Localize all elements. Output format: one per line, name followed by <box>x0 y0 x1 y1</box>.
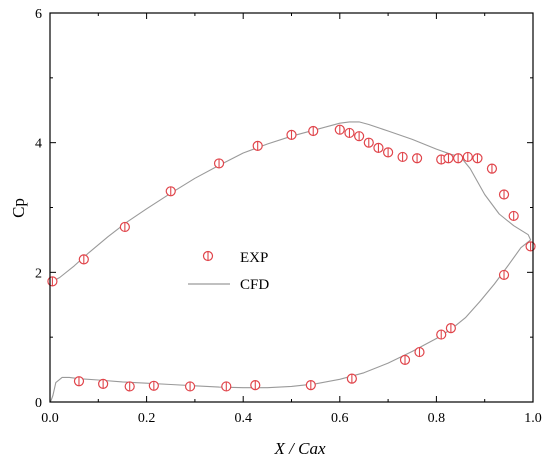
cfd-series-line <box>49 121 532 403</box>
exp-data-point <box>486 163 498 174</box>
exp-data-point <box>73 376 85 387</box>
exp-data-point <box>443 153 454 164</box>
exp-data-point <box>119 221 130 233</box>
x-axis-label: X / Cax <box>274 439 326 458</box>
exp-data-point <box>213 158 225 169</box>
exp-data-point <box>221 381 232 392</box>
exp-data-point <box>165 186 176 197</box>
x-tick-label: 0.8 <box>428 411 446 426</box>
exp-data-point <box>184 381 196 392</box>
exp-data-point <box>124 381 135 392</box>
exp-data-point <box>436 329 447 340</box>
exp-data-point <box>334 124 345 135</box>
y-tick-label: 0 <box>35 396 42 411</box>
plot-frame <box>49 12 534 403</box>
legend-exp-label: EXP <box>240 250 268 266</box>
exp-data-point <box>498 189 510 200</box>
exp-data-point <box>78 254 89 265</box>
exp-data-point <box>411 153 423 164</box>
exp-data-point <box>373 142 384 153</box>
legend: EXP CFD <box>188 250 269 293</box>
y-tick-label: 4 <box>35 137 42 152</box>
exp-data-point <box>363 137 374 148</box>
x-tick-label: 0.4 <box>234 411 252 426</box>
exp-data-point <box>399 354 411 365</box>
legend-exp-symbol <box>202 250 214 262</box>
exp-data-point <box>508 210 519 222</box>
y-tick-label: 6 <box>35 7 42 22</box>
exp-data-point <box>305 380 316 391</box>
exp-data-point <box>286 129 297 140</box>
exp-data-point <box>346 373 357 384</box>
exp-data-point <box>354 131 365 142</box>
exp-data-point <box>308 125 319 137</box>
exp-data-point <box>344 127 355 139</box>
exp-data-point <box>445 322 456 334</box>
x-tick-label: 0.2 <box>138 411 156 426</box>
exp-data-point <box>397 151 408 163</box>
exp-data-point <box>462 151 473 163</box>
legend-cfd-label: CFD <box>240 277 269 293</box>
exp-data-point <box>498 269 510 281</box>
exp-data-point <box>525 241 536 252</box>
exp-data-point <box>98 378 109 389</box>
x-tick-label: 0.6 <box>331 411 349 426</box>
exp-data-point <box>414 346 425 358</box>
exp-data-point <box>252 140 263 152</box>
exp-data-point <box>148 380 159 391</box>
exp-data-point <box>250 380 261 391</box>
legend-exp-marker <box>202 250 214 262</box>
y-tick-label: 2 <box>35 266 42 281</box>
x-tick-label: 0.0 <box>41 411 59 426</box>
exp-data-point <box>453 153 464 164</box>
exp-data-point <box>472 153 483 164</box>
exp-data-point <box>383 147 394 158</box>
exp-data-point <box>47 276 58 287</box>
y-axis-label: Cp <box>9 198 28 218</box>
x-tick-label: 1.0 <box>524 411 542 426</box>
